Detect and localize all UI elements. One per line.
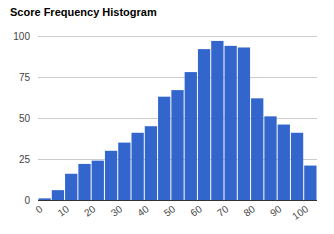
- grid-line: [38, 36, 317, 37]
- x-tick-label: 30: [109, 203, 125, 219]
- x-tick-label: 20: [82, 203, 98, 219]
- bar: [132, 133, 144, 200]
- bar: [78, 164, 90, 200]
- bar: [185, 72, 197, 200]
- x-tick-label: 100: [290, 203, 310, 222]
- x-axis: [38, 200, 317, 201]
- y-tick-label: 50: [19, 113, 31, 124]
- title: Score Frequency Histogram: [10, 6, 157, 18]
- bar: [251, 98, 263, 200]
- bar: [198, 49, 210, 200]
- grid-line: [38, 77, 317, 78]
- y-tick-label: 100: [13, 31, 30, 42]
- x-tick-label: 0: [34, 203, 45, 215]
- x-tick-label: 40: [135, 203, 151, 219]
- bar: [211, 41, 223, 200]
- bar: [291, 133, 303, 200]
- y-tick-label: 75: [19, 72, 31, 83]
- y-tick-label: 25: [19, 154, 31, 165]
- x-tick-label: 70: [215, 203, 231, 219]
- bar: [105, 151, 117, 200]
- chart: Score Frequency Histogram 0 25 50 75 100 0 10 20…: [0, 0, 334, 234]
- bar: [171, 90, 183, 200]
- grid-line: [38, 200, 317, 201]
- bar: [92, 161, 104, 200]
- x-tick-label: 10: [56, 203, 72, 219]
- x-tick-label: 50: [162, 203, 178, 219]
- x-tick-label: 80: [242, 203, 258, 219]
- bar: [304, 166, 316, 200]
- bar: [278, 125, 290, 200]
- bar: [118, 143, 130, 200]
- bar: [65, 174, 77, 200]
- bar: [225, 46, 237, 200]
- bars: [39, 41, 317, 200]
- y-tick-label: 0: [24, 195, 30, 206]
- bar: [238, 47, 250, 200]
- x-tick-label: 90: [268, 203, 284, 219]
- bar: [264, 116, 276, 200]
- bar: [145, 126, 157, 200]
- bar: [158, 97, 170, 200]
- x-tick-label: 60: [188, 203, 204, 219]
- bar: [52, 190, 64, 200]
